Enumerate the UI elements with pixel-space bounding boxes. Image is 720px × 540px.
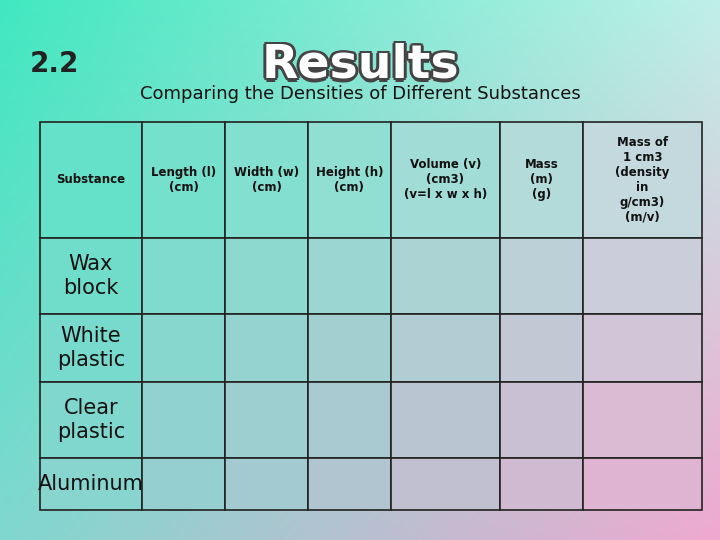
Bar	[40, 122, 143, 238]
Bar	[143, 382, 225, 458]
Bar	[40, 238, 143, 314]
Bar	[225, 458, 308, 510]
Bar	[225, 238, 308, 314]
Text: Comparing the Densities of Different Substances: Comparing the Densities of Different Sub…	[140, 85, 580, 103]
Text: Mass of
1 cm3
(density
in
g/cm3)
(m/v): Mass of 1 cm3 (density in g/cm3) (m/v)	[615, 136, 670, 224]
Bar	[500, 314, 582, 382]
Bar	[582, 122, 702, 238]
Text: Aluminum: Aluminum	[38, 474, 144, 494]
Bar	[143, 122, 225, 238]
Bar	[40, 382, 143, 458]
Bar	[391, 382, 500, 458]
Text: Results: Results	[264, 45, 461, 90]
Text: 2.2: 2.2	[30, 50, 79, 78]
Bar	[582, 458, 702, 510]
Bar	[225, 122, 308, 238]
Text: White
plastic: White plastic	[57, 326, 125, 369]
Text: Results: Results	[261, 40, 459, 85]
Bar	[308, 458, 391, 510]
Text: Results: Results	[261, 46, 459, 91]
Text: Results: Results	[261, 41, 459, 86]
Text: Substance: Substance	[56, 173, 125, 186]
Text: Clear
plastic: Clear plastic	[57, 399, 125, 442]
Bar	[582, 238, 702, 314]
Text: Results: Results	[264, 43, 462, 88]
Bar	[40, 458, 143, 510]
Bar	[143, 238, 225, 314]
Text: Results: Results	[259, 45, 456, 90]
Bar	[500, 238, 582, 314]
Text: Results: Results	[261, 45, 459, 90]
Text: Wax
block: Wax block	[63, 254, 119, 298]
Text: Results: Results	[259, 41, 456, 86]
Bar	[582, 314, 702, 382]
Bar	[308, 314, 391, 382]
Bar	[308, 122, 391, 238]
Bar	[40, 314, 143, 382]
Bar	[391, 458, 500, 510]
Text: Results: Results	[264, 43, 461, 88]
Bar	[225, 314, 308, 382]
Bar	[391, 122, 500, 238]
Text: Volume (v)
(cm3)
(v=l x w x h): Volume (v) (cm3) (v=l x w x h)	[404, 158, 487, 201]
Bar	[308, 238, 391, 314]
Text: Results: Results	[259, 43, 456, 88]
Text: Results: Results	[264, 41, 461, 86]
Text: Width (w)
(cm): Width (w) (cm)	[234, 166, 299, 194]
Text: Results: Results	[261, 43, 459, 88]
Bar	[500, 122, 582, 238]
Bar	[143, 314, 225, 382]
Bar	[225, 382, 308, 458]
Bar	[391, 238, 500, 314]
Bar	[391, 314, 500, 382]
Text: Results: Results	[258, 43, 456, 88]
Bar	[500, 458, 582, 510]
Bar	[143, 458, 225, 510]
Text: Mass
(m)
(g): Mass (m) (g)	[524, 158, 558, 201]
Bar	[500, 382, 582, 458]
Bar	[308, 382, 391, 458]
Text: Length (l)
(cm): Length (l) (cm)	[151, 166, 216, 194]
Text: Height (h)
(cm): Height (h) (cm)	[315, 166, 383, 194]
Bar	[582, 382, 702, 458]
